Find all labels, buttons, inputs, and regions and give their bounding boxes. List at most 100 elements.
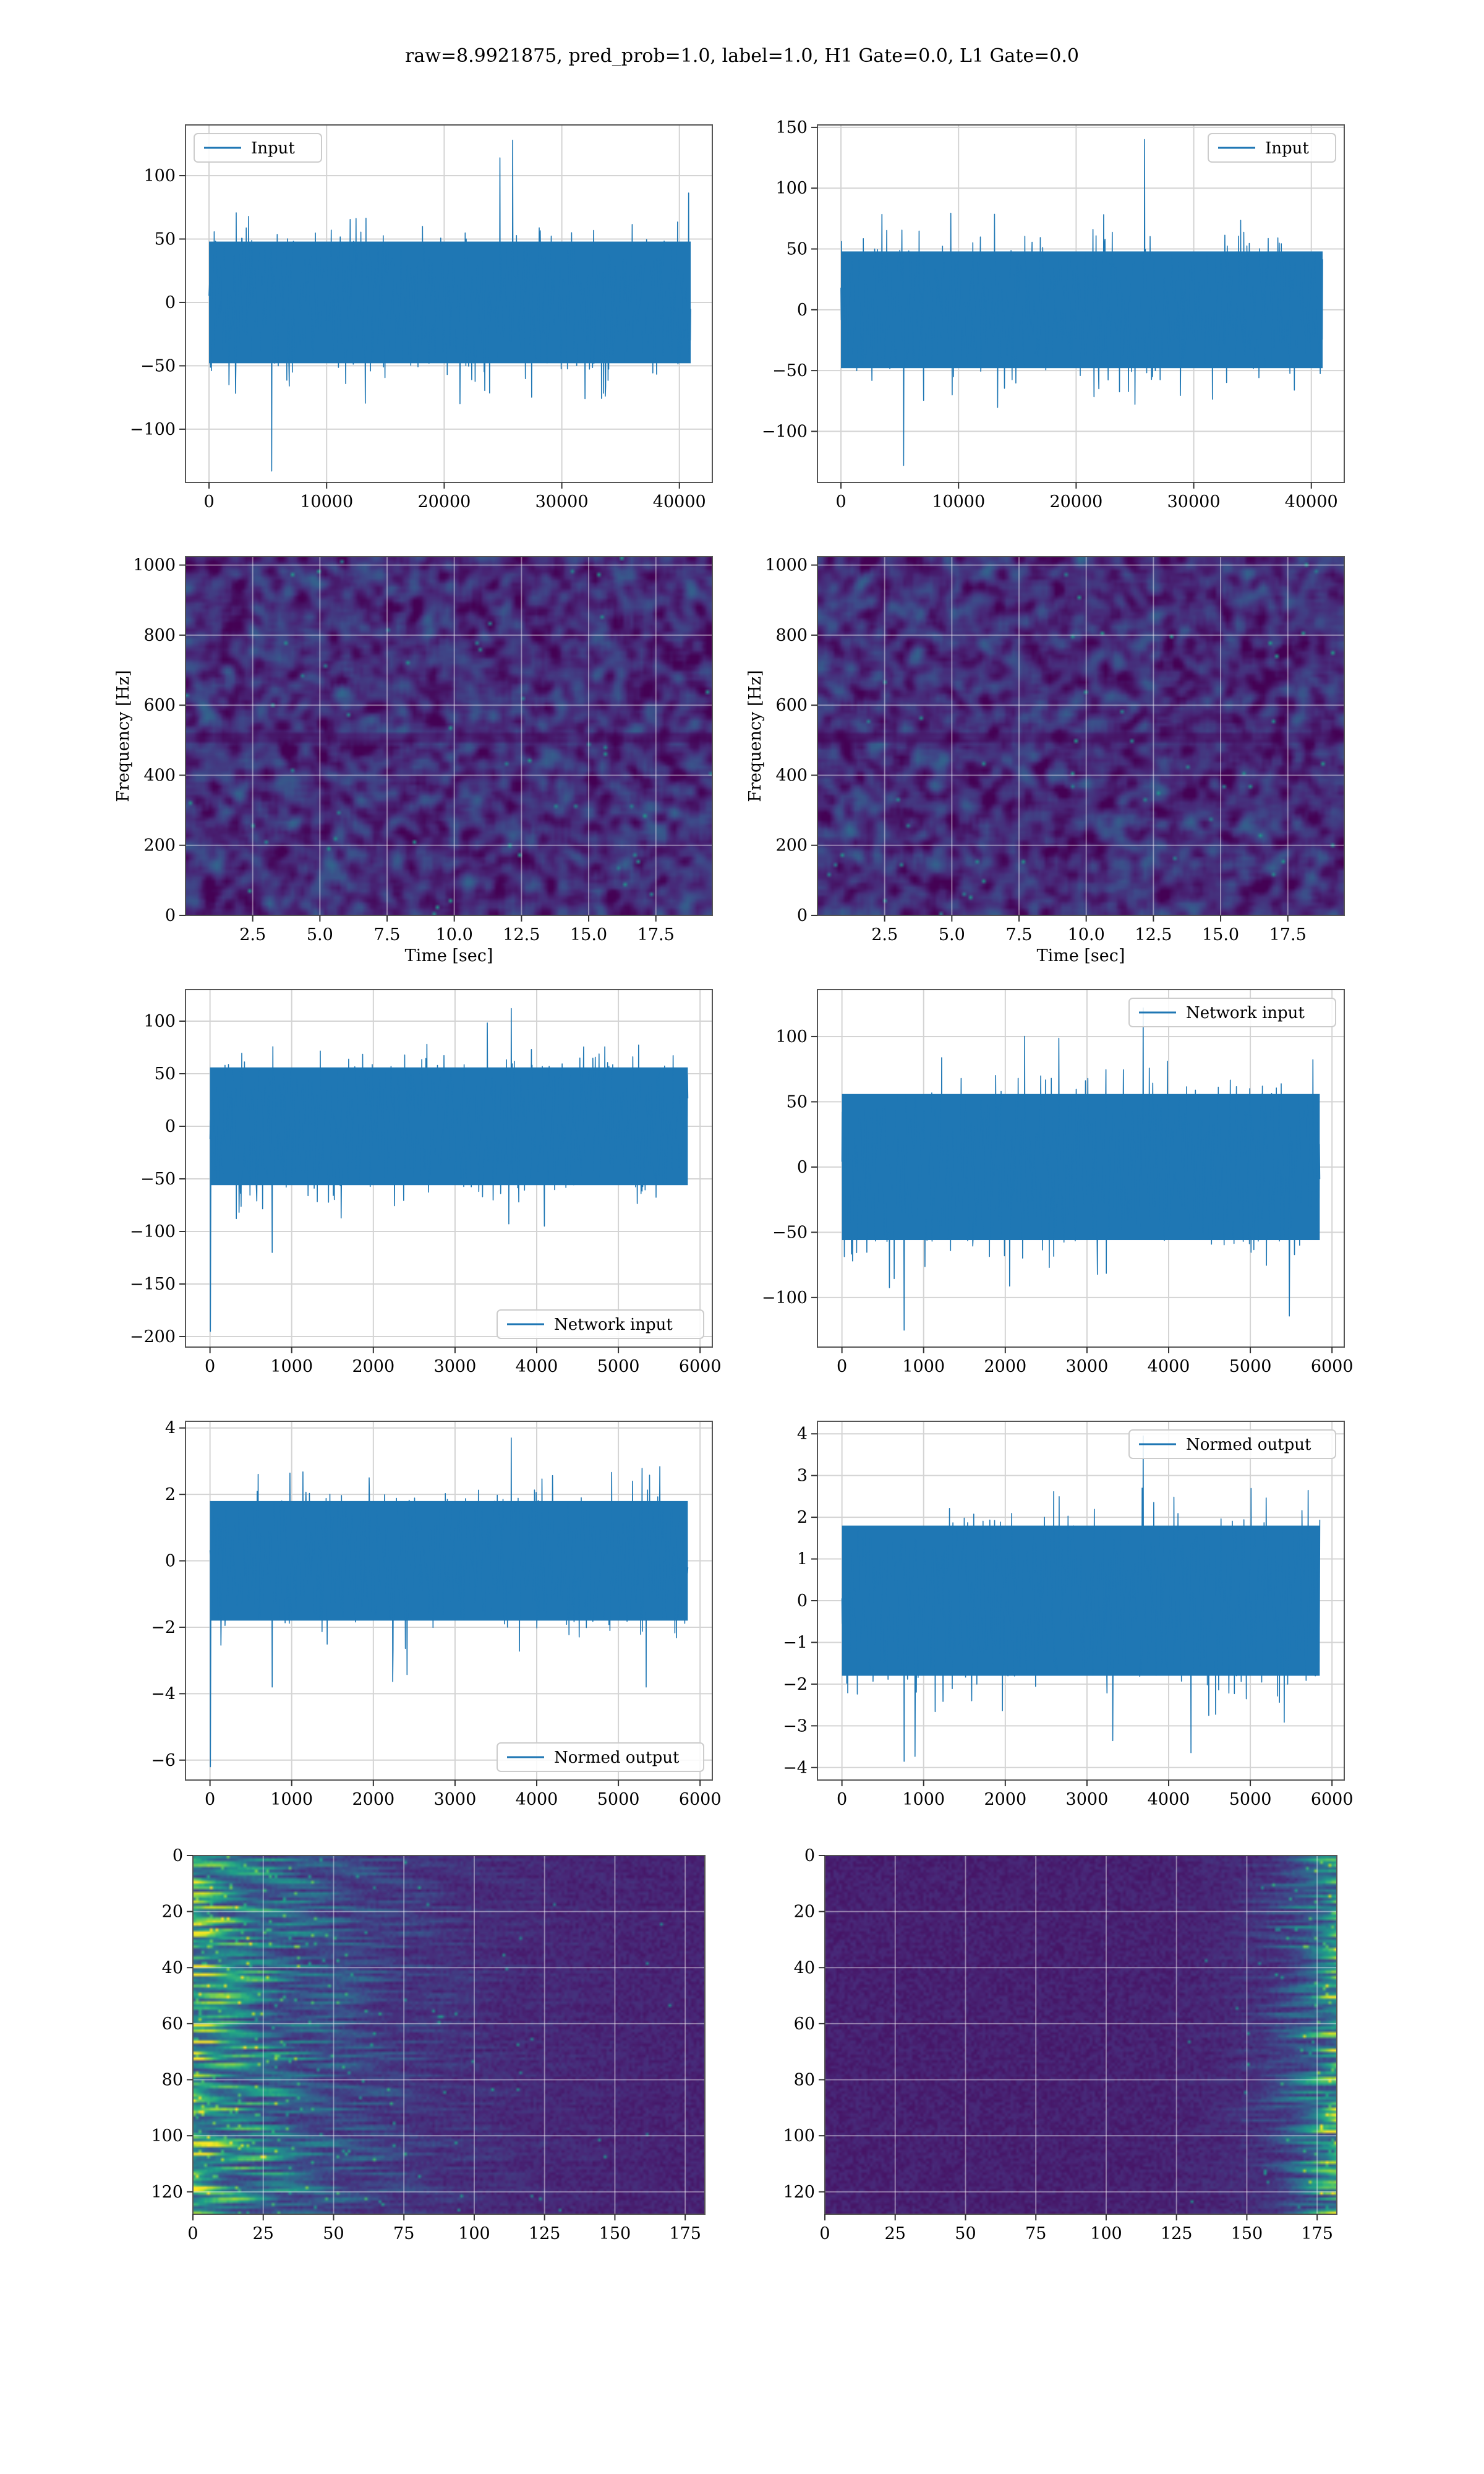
signal-line <box>841 1435 1321 1762</box>
panel-h1-network-input: 0 1000 2000 3000 4000 5000 6000−200−150−100−50… <box>130 989 722 1376</box>
x-tick-label: 25 <box>253 2224 274 2243</box>
y-tick-label: 150 <box>775 118 808 137</box>
panel-l1-network-input: 0 1000 2000 3000 4000 5000 6000 −100 −50 0 50 100 Ne… <box>762 989 1354 1376</box>
x-tick-label: 100 <box>458 2224 490 2243</box>
x-tick-label: 5000 <box>597 1790 640 1809</box>
x-tick-label: 40000 <box>1285 492 1338 511</box>
y-tick-label: 4 <box>797 1424 808 1444</box>
x-tick-label: 12.5 <box>1135 925 1172 944</box>
x-tick-label: 125 <box>1161 2224 1193 2243</box>
y-tick-label: 50 <box>155 229 176 249</box>
y-tick-label: 200 <box>143 836 176 855</box>
axes-frame <box>817 556 1345 916</box>
y-tick-label: 100 <box>151 2126 183 2146</box>
y-tick-label: 200 <box>775 836 808 855</box>
y-tick-label: −1 <box>783 1633 808 1652</box>
panel-l1-input: 0 10000 20000 30000 40000 −100 −50 0 50 100 150 Inp… <box>762 118 1345 511</box>
y-tick-label: 3 <box>797 1466 808 1486</box>
x-tick-label: 20000 <box>1049 492 1102 511</box>
x-tick-label: 17.5 <box>1269 925 1307 944</box>
y-tick-label: 0 <box>165 906 176 925</box>
panel-h1-spectrogram: 2.5 5.0 7.5 10.0 12.5 15.0 17.5 0 200 400 600 800 10… <box>114 556 713 965</box>
axes-frame <box>817 124 1345 483</box>
x-tick-label: 5000 <box>597 1357 640 1376</box>
x-tick-label: 1000 <box>902 1357 945 1376</box>
x-tick-label: 0 <box>837 1790 847 1809</box>
x-tick-label: 150 <box>1231 2224 1263 2243</box>
legend-box <box>1128 1429 1336 1459</box>
x-tick-label: 5000 <box>1229 1790 1272 1809</box>
x-tick-label: 0 <box>203 492 214 511</box>
y-tick-label: 4 <box>165 1419 176 1438</box>
y-tick-label: 100 <box>775 179 808 198</box>
x-tick-label: 6000 <box>679 1357 722 1376</box>
grid <box>825 1856 1337 2214</box>
y-tick-label: 600 <box>143 696 176 715</box>
heatmap-image <box>193 1856 705 2214</box>
axes-frame <box>185 124 713 483</box>
signal-line <box>208 139 691 472</box>
x-tick-label: 3000 <box>434 1790 477 1809</box>
legend-entry: Network input <box>1186 1004 1305 1022</box>
x-tick-label: 175 <box>1301 2224 1333 2243</box>
x-tick-label: 10.0 <box>1068 925 1105 944</box>
figure-suptitle: raw=8.9921875, pred_prob=1.0, label=1.0,… <box>405 45 1079 67</box>
y-tick-label: 50 <box>787 240 808 259</box>
legend: Input <box>1208 133 1336 163</box>
panel-h1-input: 0 10000 20000 30000 40000 −100 −50 0 50 100 Input <box>130 124 713 511</box>
y-tick-label: 40 <box>162 1958 183 1977</box>
x-tick-label: 6000 <box>679 1790 722 1809</box>
y-tick-label: 0 <box>165 1117 176 1136</box>
y-tick-label: 60 <box>794 2014 815 2034</box>
y-tick-label: −100 <box>762 1288 808 1308</box>
panel-h1-normed-output: 0 1000 2000 3000 4000 5000 6000 −6 −4 −2 0 2 4 Normed… <box>151 1419 721 1809</box>
axes-frame <box>185 989 713 1348</box>
y-tick-label: −3 <box>783 1716 808 1736</box>
y-tick-label: 400 <box>775 766 808 785</box>
signal-line <box>841 1007 1321 1331</box>
legend-box <box>1208 133 1336 163</box>
legend: Normed output <box>497 1742 704 1772</box>
x-tick-label: 15.0 <box>1202 925 1239 944</box>
y-tick-label: 100 <box>775 1027 808 1047</box>
signal-line <box>209 1008 689 1332</box>
x-tick-label: 12.5 <box>503 925 540 944</box>
x-tick-label: 75 <box>393 2224 414 2243</box>
x-tick-label: 50 <box>323 2224 344 2243</box>
x-tick-label: 4000 <box>1148 1790 1190 1809</box>
legend-entry: Input <box>251 139 295 158</box>
x-tick-label: 1000 <box>902 1790 945 1809</box>
legend-box <box>194 133 322 163</box>
legend-entry: Normed output <box>1186 1436 1311 1454</box>
y-tick-label: 0 <box>797 906 808 925</box>
y-axis-label: Frequency [Hz] <box>746 670 765 802</box>
subplot-grid: 0 10000 20000 30000 40000−100−50050100Input0… <box>114 118 1354 2243</box>
heatmap-image <box>817 557 1344 915</box>
y-axis-label: Frequency [Hz] <box>114 670 133 802</box>
y-tick-label: 2 <box>165 1485 176 1504</box>
x-tick-label: 175 <box>669 2224 701 2243</box>
x-tick-label: 2.5 <box>239 925 266 944</box>
x-tick-label: 3000 <box>434 1357 477 1376</box>
y-tick-label: −100 <box>130 420 176 439</box>
y-tick-label: 0 <box>165 293 176 312</box>
panel-h1-feature-map: 0 25 50 75 100 125 150 175 0 20 40 60 80 100 120 <box>151 1846 706 2243</box>
x-tick-label: 3000 <box>1066 1790 1109 1809</box>
y-tick-label: −50 <box>772 361 808 380</box>
x-tick-label: 30000 <box>535 492 589 511</box>
x-tick-label: 1000 <box>270 1790 313 1809</box>
y-tick-label: −100 <box>130 1222 176 1241</box>
heatmap-image <box>186 557 712 915</box>
y-tick-label: 20 <box>794 1903 815 1922</box>
x-tick-label: 0 <box>819 2224 830 2243</box>
x-tick-label: 40000 <box>653 492 706 511</box>
legend-entry: Input <box>1265 139 1309 158</box>
legend: Network input <box>1128 998 1336 1027</box>
signal-line <box>840 139 1323 466</box>
x-tick-label: 1000 <box>270 1357 313 1376</box>
y-tick-label: 800 <box>775 626 808 645</box>
y-tick-label: 80 <box>162 2071 183 2090</box>
y-tick-label: 40 <box>794 1958 815 1977</box>
x-tick-label: 25 <box>885 2224 906 2243</box>
